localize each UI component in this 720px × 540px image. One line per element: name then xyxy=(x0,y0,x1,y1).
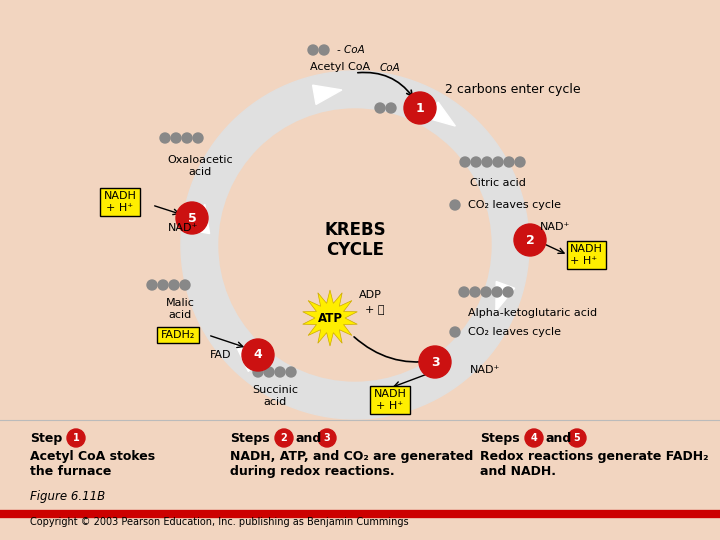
Text: Figure 6.11B: Figure 6.11B xyxy=(30,490,105,503)
Text: ATP: ATP xyxy=(318,312,343,325)
Text: NADH
+ H⁺: NADH + H⁺ xyxy=(104,191,136,213)
Text: Oxaloacetic
acid: Oxaloacetic acid xyxy=(167,155,233,177)
Circle shape xyxy=(503,287,513,297)
Circle shape xyxy=(182,133,192,143)
Text: 4: 4 xyxy=(531,433,537,443)
Text: 1: 1 xyxy=(73,433,79,443)
Text: Citric acid: Citric acid xyxy=(470,178,526,188)
Circle shape xyxy=(492,287,502,297)
Text: 2: 2 xyxy=(526,233,534,246)
Text: CoA: CoA xyxy=(380,63,401,73)
Circle shape xyxy=(160,133,170,143)
Text: - CoA: - CoA xyxy=(337,45,365,55)
Text: and: and xyxy=(545,431,571,444)
Circle shape xyxy=(286,367,296,377)
Text: + Ⓟ: + Ⓟ xyxy=(365,305,384,315)
Circle shape xyxy=(450,327,460,337)
Text: and: and xyxy=(295,431,321,444)
Circle shape xyxy=(67,429,85,447)
Circle shape xyxy=(471,157,481,167)
Circle shape xyxy=(318,429,336,447)
Circle shape xyxy=(525,429,543,447)
Text: Steps: Steps xyxy=(480,432,520,445)
Text: Malic
acid: Malic acid xyxy=(166,298,194,320)
Circle shape xyxy=(147,280,157,290)
Circle shape xyxy=(264,367,274,377)
Circle shape xyxy=(470,287,480,297)
Circle shape xyxy=(375,103,385,113)
Text: 2 carbons enter cycle: 2 carbons enter cycle xyxy=(445,84,580,97)
Ellipse shape xyxy=(219,109,491,381)
Text: CO₂ leaves cycle: CO₂ leaves cycle xyxy=(468,327,561,337)
Circle shape xyxy=(450,200,460,210)
Text: CO₂ leaves cycle: CO₂ leaves cycle xyxy=(468,200,561,210)
Text: Acetyl CoA: Acetyl CoA xyxy=(310,62,370,72)
Polygon shape xyxy=(190,204,210,234)
Text: 1: 1 xyxy=(415,102,424,114)
Circle shape xyxy=(176,202,208,234)
Circle shape xyxy=(308,45,318,55)
Text: FADH₂: FADH₂ xyxy=(161,330,195,340)
Circle shape xyxy=(514,224,546,256)
Circle shape xyxy=(180,280,190,290)
Circle shape xyxy=(275,429,293,447)
Text: KREBS
CYCLE: KREBS CYCLE xyxy=(324,221,386,259)
Text: 2: 2 xyxy=(281,433,287,443)
Circle shape xyxy=(171,133,181,143)
Circle shape xyxy=(459,287,469,297)
Circle shape xyxy=(504,157,514,167)
Text: 4: 4 xyxy=(253,348,262,361)
Text: Steps: Steps xyxy=(230,432,269,445)
Text: Copyright © 2003 Pearson Education, Inc. publishing as Benjamin Cummings: Copyright © 2003 Pearson Education, Inc.… xyxy=(30,517,409,527)
Text: 3: 3 xyxy=(431,355,439,368)
Circle shape xyxy=(493,157,503,167)
Circle shape xyxy=(460,157,470,167)
Text: 3: 3 xyxy=(323,433,330,443)
Text: 5: 5 xyxy=(574,433,580,443)
Circle shape xyxy=(253,367,263,377)
Polygon shape xyxy=(312,85,342,104)
Text: NAD⁺: NAD⁺ xyxy=(540,222,570,232)
Polygon shape xyxy=(427,102,455,126)
Circle shape xyxy=(419,346,451,378)
Text: Acetyl CoA stokes
the furnace: Acetyl CoA stokes the furnace xyxy=(30,450,155,478)
Circle shape xyxy=(158,280,168,290)
Circle shape xyxy=(481,287,491,297)
Circle shape xyxy=(169,280,179,290)
Circle shape xyxy=(482,157,492,167)
Text: NADH
+ H⁺: NADH + H⁺ xyxy=(570,244,603,266)
Text: FAD: FAD xyxy=(210,350,232,360)
Circle shape xyxy=(242,339,274,371)
Circle shape xyxy=(515,157,525,167)
Circle shape xyxy=(386,103,396,113)
Text: Alpha-ketoglutaric acid: Alpha-ketoglutaric acid xyxy=(468,308,597,318)
Polygon shape xyxy=(496,281,515,311)
Text: NADH, ATP, and CO₂ are generated
during redox reactions.: NADH, ATP, and CO₂ are generated during … xyxy=(230,450,473,478)
Text: 5: 5 xyxy=(188,212,197,225)
Circle shape xyxy=(404,92,436,124)
Text: ADP: ADP xyxy=(359,290,382,300)
Circle shape xyxy=(568,429,586,447)
Text: Step: Step xyxy=(30,432,62,445)
Text: Redox reactions generate FADH₂
and NADH.: Redox reactions generate FADH₂ and NADH. xyxy=(480,450,708,478)
Circle shape xyxy=(319,45,329,55)
Polygon shape xyxy=(302,290,357,346)
Text: NAD⁺: NAD⁺ xyxy=(168,223,199,233)
Circle shape xyxy=(193,133,203,143)
Text: NAD⁺: NAD⁺ xyxy=(470,365,500,375)
Circle shape xyxy=(275,367,285,377)
Ellipse shape xyxy=(181,71,529,419)
Text: NADH
+ H⁺: NADH + H⁺ xyxy=(374,389,406,411)
Polygon shape xyxy=(235,345,262,372)
Text: Succinic
acid: Succinic acid xyxy=(252,385,298,407)
